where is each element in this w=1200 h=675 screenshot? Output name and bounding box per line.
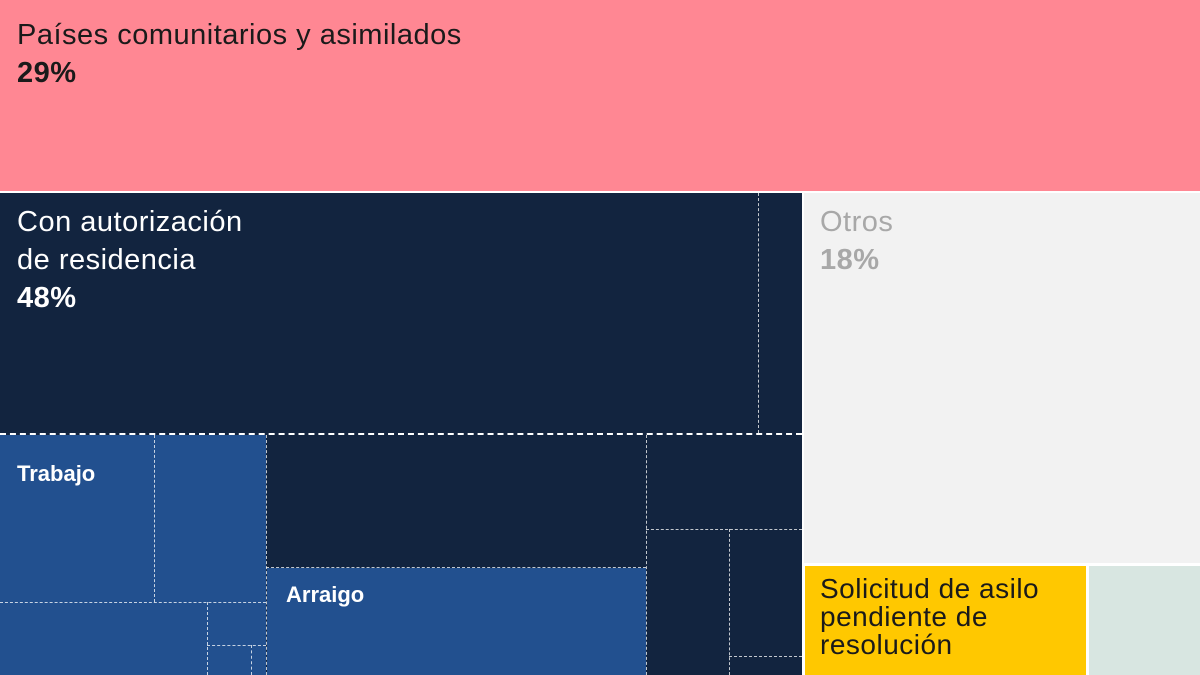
cell-label: Otros [820, 206, 894, 238]
treemap-cell-asilo: Solicitud de asilo pendiente de resoluci… [805, 566, 1086, 675]
cell-percent: 29% [17, 57, 77, 89]
treemap-cell-arraigo [267, 568, 646, 675]
divider [758, 193, 759, 433]
divider [207, 602, 208, 675]
divider [266, 567, 646, 568]
divider [251, 645, 252, 675]
divider [0, 602, 266, 603]
divider [646, 435, 647, 675]
divider [729, 656, 802, 657]
treemap-cell-otros: Otros 18% [804, 193, 1200, 563]
cell-label: Países comunitarios y asimilados [17, 19, 462, 51]
divider [646, 529, 802, 530]
cell-label-line3: resolución [820, 629, 953, 660]
divider [207, 645, 266, 646]
cell-label-trabajo: Trabajo [17, 461, 96, 486]
cell-percent: 18% [820, 244, 880, 276]
cell-label-line1: Con autorización [17, 206, 243, 238]
treemap-cell-comunitarios: Países comunitarios y asimilados 29% [0, 0, 1200, 191]
divider [729, 529, 730, 675]
treemap-cell-unlabeled [1089, 566, 1200, 675]
cell-label-arraigo: Arraigo [286, 582, 365, 607]
divider [266, 435, 267, 675]
cell-label-line1: Solicitud de asilo [820, 573, 1040, 604]
cell-percent: 48% [17, 282, 77, 314]
cell-label-line2: de residencia [17, 244, 196, 276]
group-divider [0, 433, 802, 435]
treemap-cell-trabajo [0, 435, 266, 675]
cell-label-line2: pendiente de [820, 601, 988, 632]
divider [154, 435, 155, 602]
